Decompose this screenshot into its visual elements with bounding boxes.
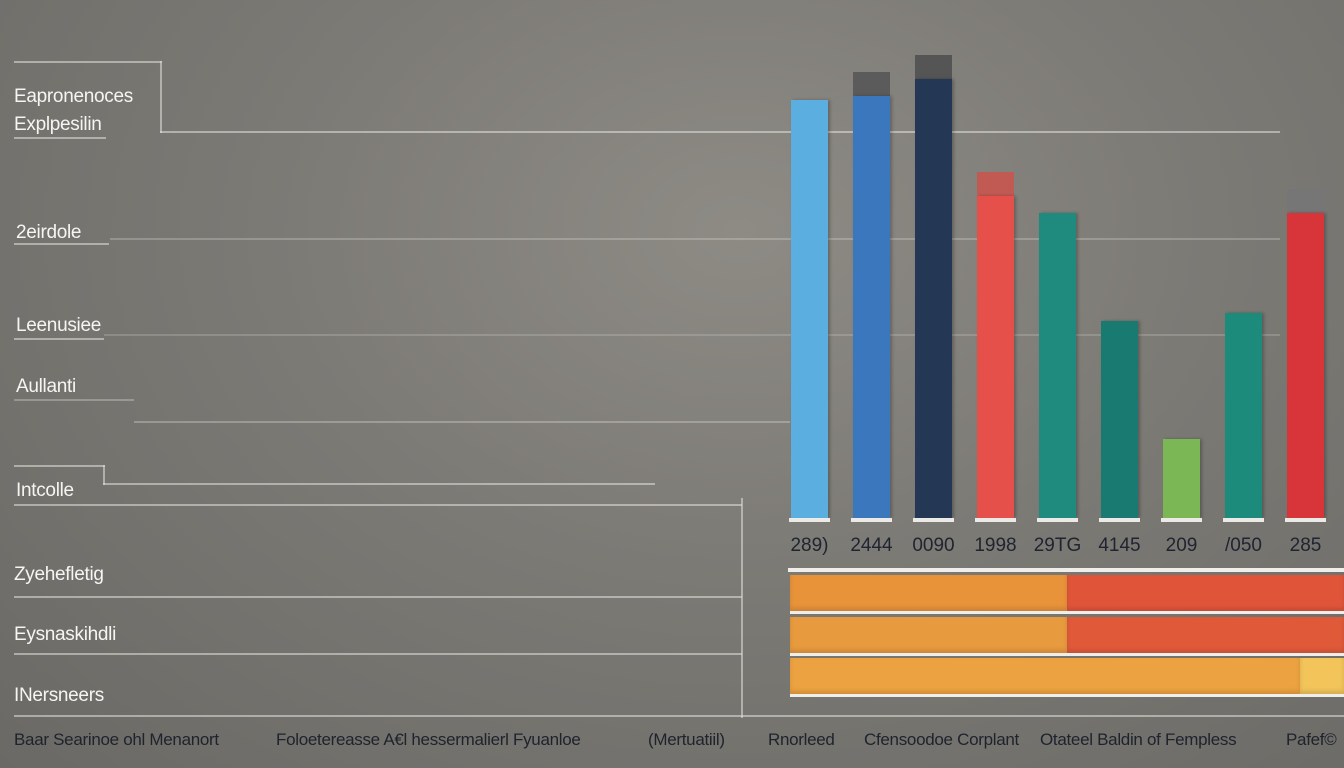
stacked-bar-separator [790,694,1344,697]
stacked-bar-segment [790,575,1067,611]
bar [791,99,828,518]
bar-base [1223,518,1264,522]
guide-line [14,465,105,467]
guide-line [14,338,104,340]
bar [915,78,952,518]
guide-line [103,483,655,485]
bar-value-label: 209 [1165,535,1198,556]
guide-line [741,498,743,718]
guide-line [14,399,134,401]
guide-line [103,465,105,485]
bar-base [1099,518,1140,522]
x-axis-label: Foloetereasse A€l hessermalierl Fyuanloe [276,730,581,749]
bar-cap [853,71,890,96]
stacked-bar-segment [790,617,1067,653]
row-label: Explpesilin [14,114,102,135]
stacked-bar-segment [790,658,1300,694]
bar [853,95,890,518]
guide-line [14,715,1344,717]
guide-line [14,596,742,598]
x-axis-label: Otateel Baldin of Fempless [1040,730,1237,749]
stacked-bar-separator [790,653,1344,656]
bar-base [851,518,892,522]
row-label: Intcolle [16,480,74,501]
bar-cap [977,172,1014,196]
row-label: Leenusiee [16,315,101,336]
stacked-bar-segment [1299,658,1344,694]
guide-line [14,243,109,245]
row-label: INersneers [14,685,104,706]
bar-value-label: 285 [1289,535,1322,556]
guide-line [14,61,162,63]
bar-value-label: 29TG [1033,535,1082,556]
bar [1039,212,1076,518]
row-label: Aullanti [16,376,76,397]
bar-value-label: 0090 [912,535,955,556]
bar-value-label: 2444 [850,535,893,556]
x-axis-label: Rnorleed [768,730,835,749]
stacked-bar-top-rule [788,568,1344,572]
guide-line [160,61,162,133]
row-label: Eapronenoces [14,86,133,107]
bar [1101,321,1138,518]
bar-base [789,518,830,522]
bar-cap [1287,188,1324,213]
bar [1163,438,1200,518]
guide-line [14,504,742,506]
guide-line [104,334,1280,336]
guide-line [160,131,1280,133]
guide-line [134,421,790,423]
bar [1287,212,1324,518]
bar [1225,313,1262,518]
x-axis-label: Cfensoodoe Corplant [864,730,1019,749]
guide-line [110,238,1280,240]
stacked-bar-segment [1067,617,1344,653]
bar-base [1037,518,1078,522]
x-axis-label: Baar Searinoe ohl Menanort [14,730,219,749]
guide-line [14,137,106,139]
bar-value-label: 289) [790,535,829,556]
bar-base [975,518,1016,522]
bar-cap [915,54,952,79]
bar-base [913,518,954,522]
bar-value-label: 1998 [974,535,1017,556]
row-label: Zyehefletig [14,564,104,585]
bar-base [1285,518,1326,522]
bar-base [1161,518,1202,522]
row-label: 2eirdole [16,222,82,243]
bar-value-label: 4145 [1098,535,1141,556]
x-axis-label: Pafef© [1286,730,1337,749]
guide-line [14,653,742,655]
row-label: Eysnaskihdli [14,624,117,645]
bar-value-label: /050 [1225,535,1262,556]
stacked-bar-segment [1067,575,1344,611]
bar [977,196,1014,518]
x-axis-label: (Mertuatiil) [648,730,725,749]
stacked-bar-separator [790,611,1344,614]
